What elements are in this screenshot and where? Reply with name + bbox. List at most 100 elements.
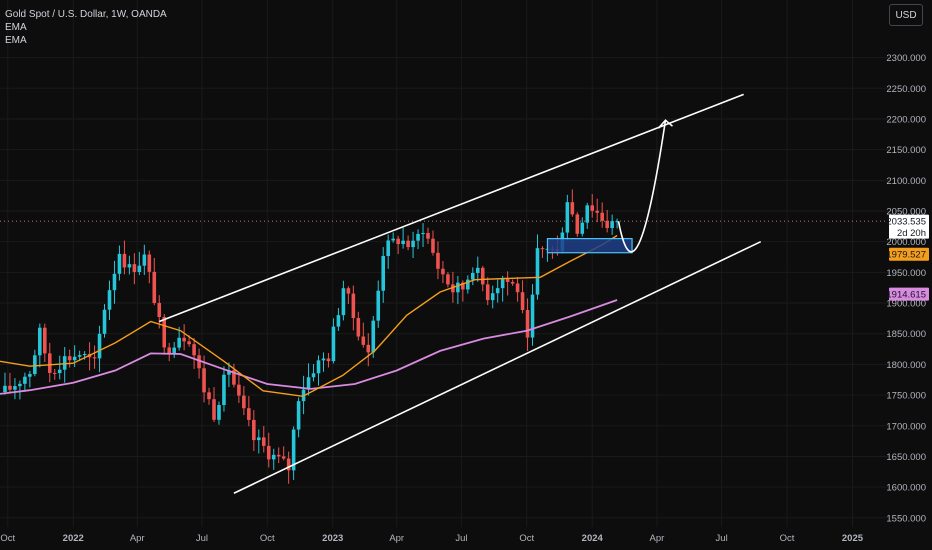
currency-button[interactable]: USD — [889, 4, 923, 26]
price-tick-label: 2250.000 — [886, 84, 926, 95]
candle-body — [595, 210, 600, 213]
candle-body — [107, 290, 112, 310]
candle-body — [391, 238, 395, 241]
candle-body — [266, 445, 271, 460]
time-tick-label: 2024 — [582, 533, 604, 544]
candle-body — [202, 368, 206, 393]
candle-body — [590, 205, 595, 211]
time-tick-label: Jul — [196, 533, 208, 544]
candle-body — [127, 264, 132, 268]
candle-body — [281, 456, 286, 459]
candle-body — [406, 240, 410, 248]
candle-body — [575, 214, 580, 234]
time-tick-label: Apr — [389, 533, 404, 544]
candle-body — [52, 372, 57, 374]
candle-body — [38, 327, 42, 356]
candle-body — [366, 344, 371, 353]
support-zone — [546, 238, 633, 254]
candle-body — [490, 293, 495, 301]
candle-body — [480, 267, 485, 285]
candle-body — [257, 437, 261, 441]
candle-body — [495, 288, 500, 294]
candle-body — [461, 282, 465, 290]
candle-body — [182, 337, 186, 342]
candle-body — [331, 326, 336, 362]
candle-body — [291, 429, 296, 471]
candle-body — [192, 344, 196, 356]
candle-body — [411, 240, 415, 248]
candle-body — [197, 355, 201, 369]
price-tick-label: 2300.000 — [886, 53, 926, 64]
time-tick-label: Oct — [0, 533, 15, 544]
candle-body — [296, 401, 301, 430]
channel-upper-line — [158, 93, 744, 323]
price-tick-label: 1750.000 — [886, 391, 926, 402]
candle-body — [416, 233, 420, 241]
candle-body — [585, 205, 590, 223]
candle-body — [8, 385, 12, 390]
price-tick-label: 1850.000 — [886, 329, 926, 340]
ema-fast-price-label-bg — [889, 247, 929, 261]
candle-body — [510, 281, 515, 284]
candle-body — [222, 374, 226, 406]
candle-body — [286, 458, 291, 471]
candle-body — [157, 302, 162, 318]
candle-body — [600, 212, 604, 221]
time-tick-label: Jul — [455, 533, 467, 544]
candle-body — [261, 437, 266, 446]
candle-body — [431, 238, 435, 253]
indicator-ema-fast[interactable]: EMA — [5, 22, 27, 33]
ema-slow-price-label-bg — [889, 287, 929, 301]
candle-body — [167, 347, 172, 354]
price-tick-label: 2000.000 — [886, 237, 926, 248]
candle-body — [570, 202, 575, 215]
candle-body — [336, 315, 341, 327]
candle-body — [605, 220, 609, 229]
drawings — [158, 93, 762, 494]
time-axis[interactable]: Oct 2022 Apr Jul Oct 2023 Apr Jul Oct 2024 Apr Jul O… — [0, 533, 863, 544]
candle-body — [142, 254, 147, 266]
candle-body — [376, 290, 381, 321]
candle-body — [326, 358, 331, 362]
price-tick-label: 2200.000 — [886, 114, 926, 125]
candle-body — [47, 353, 52, 373]
price-tick-label: 1600.000 — [886, 483, 926, 494]
indicator-ema-slow[interactable]: EMA — [5, 35, 27, 46]
candle-body — [97, 333, 102, 359]
candle-body — [515, 283, 520, 293]
price-tick-label: 2150.000 — [886, 145, 926, 156]
candle-body — [137, 265, 142, 272]
candle-body — [436, 252, 440, 269]
ema-slow-price-label: 1914.615 — [886, 290, 926, 301]
candle-body — [177, 337, 181, 348]
time-tick-label: Oct — [780, 533, 795, 544]
time-tick-label: Oct — [519, 533, 534, 544]
candle-body — [42, 327, 47, 354]
price-tick-label: 2100.000 — [886, 176, 926, 187]
price-tick-label: 1800.000 — [886, 360, 926, 371]
ema-fast-line — [0, 234, 618, 398]
countdown-label: 2d 20h — [897, 228, 926, 239]
candle-body — [207, 392, 211, 400]
candle-body — [172, 347, 176, 354]
candle-body — [351, 293, 356, 319]
symbol-title[interactable]: Gold Spot / U.S. Dollar, 1W, OANDA — [5, 9, 167, 20]
candle-body — [311, 373, 316, 378]
price-tick-label: 1700.000 — [886, 421, 926, 432]
candle-body — [72, 356, 77, 361]
candle-body — [187, 341, 191, 345]
ema-fast-price-label: 1979.527 — [886, 250, 926, 261]
time-tick-label: Apr — [650, 533, 665, 544]
candle-body — [610, 221, 614, 229]
candle-body — [271, 454, 276, 460]
candle-body — [381, 255, 386, 291]
candle-body — [346, 288, 351, 294]
candle-body — [212, 399, 216, 420]
candle-body — [82, 353, 87, 356]
price-axis[interactable]: 1550.000 1600.000 1650.000 1700.000 1750.000… — [886, 53, 926, 524]
candle-body — [386, 240, 390, 256]
candle-body — [361, 336, 366, 345]
time-tick-label: Oct — [260, 533, 275, 544]
